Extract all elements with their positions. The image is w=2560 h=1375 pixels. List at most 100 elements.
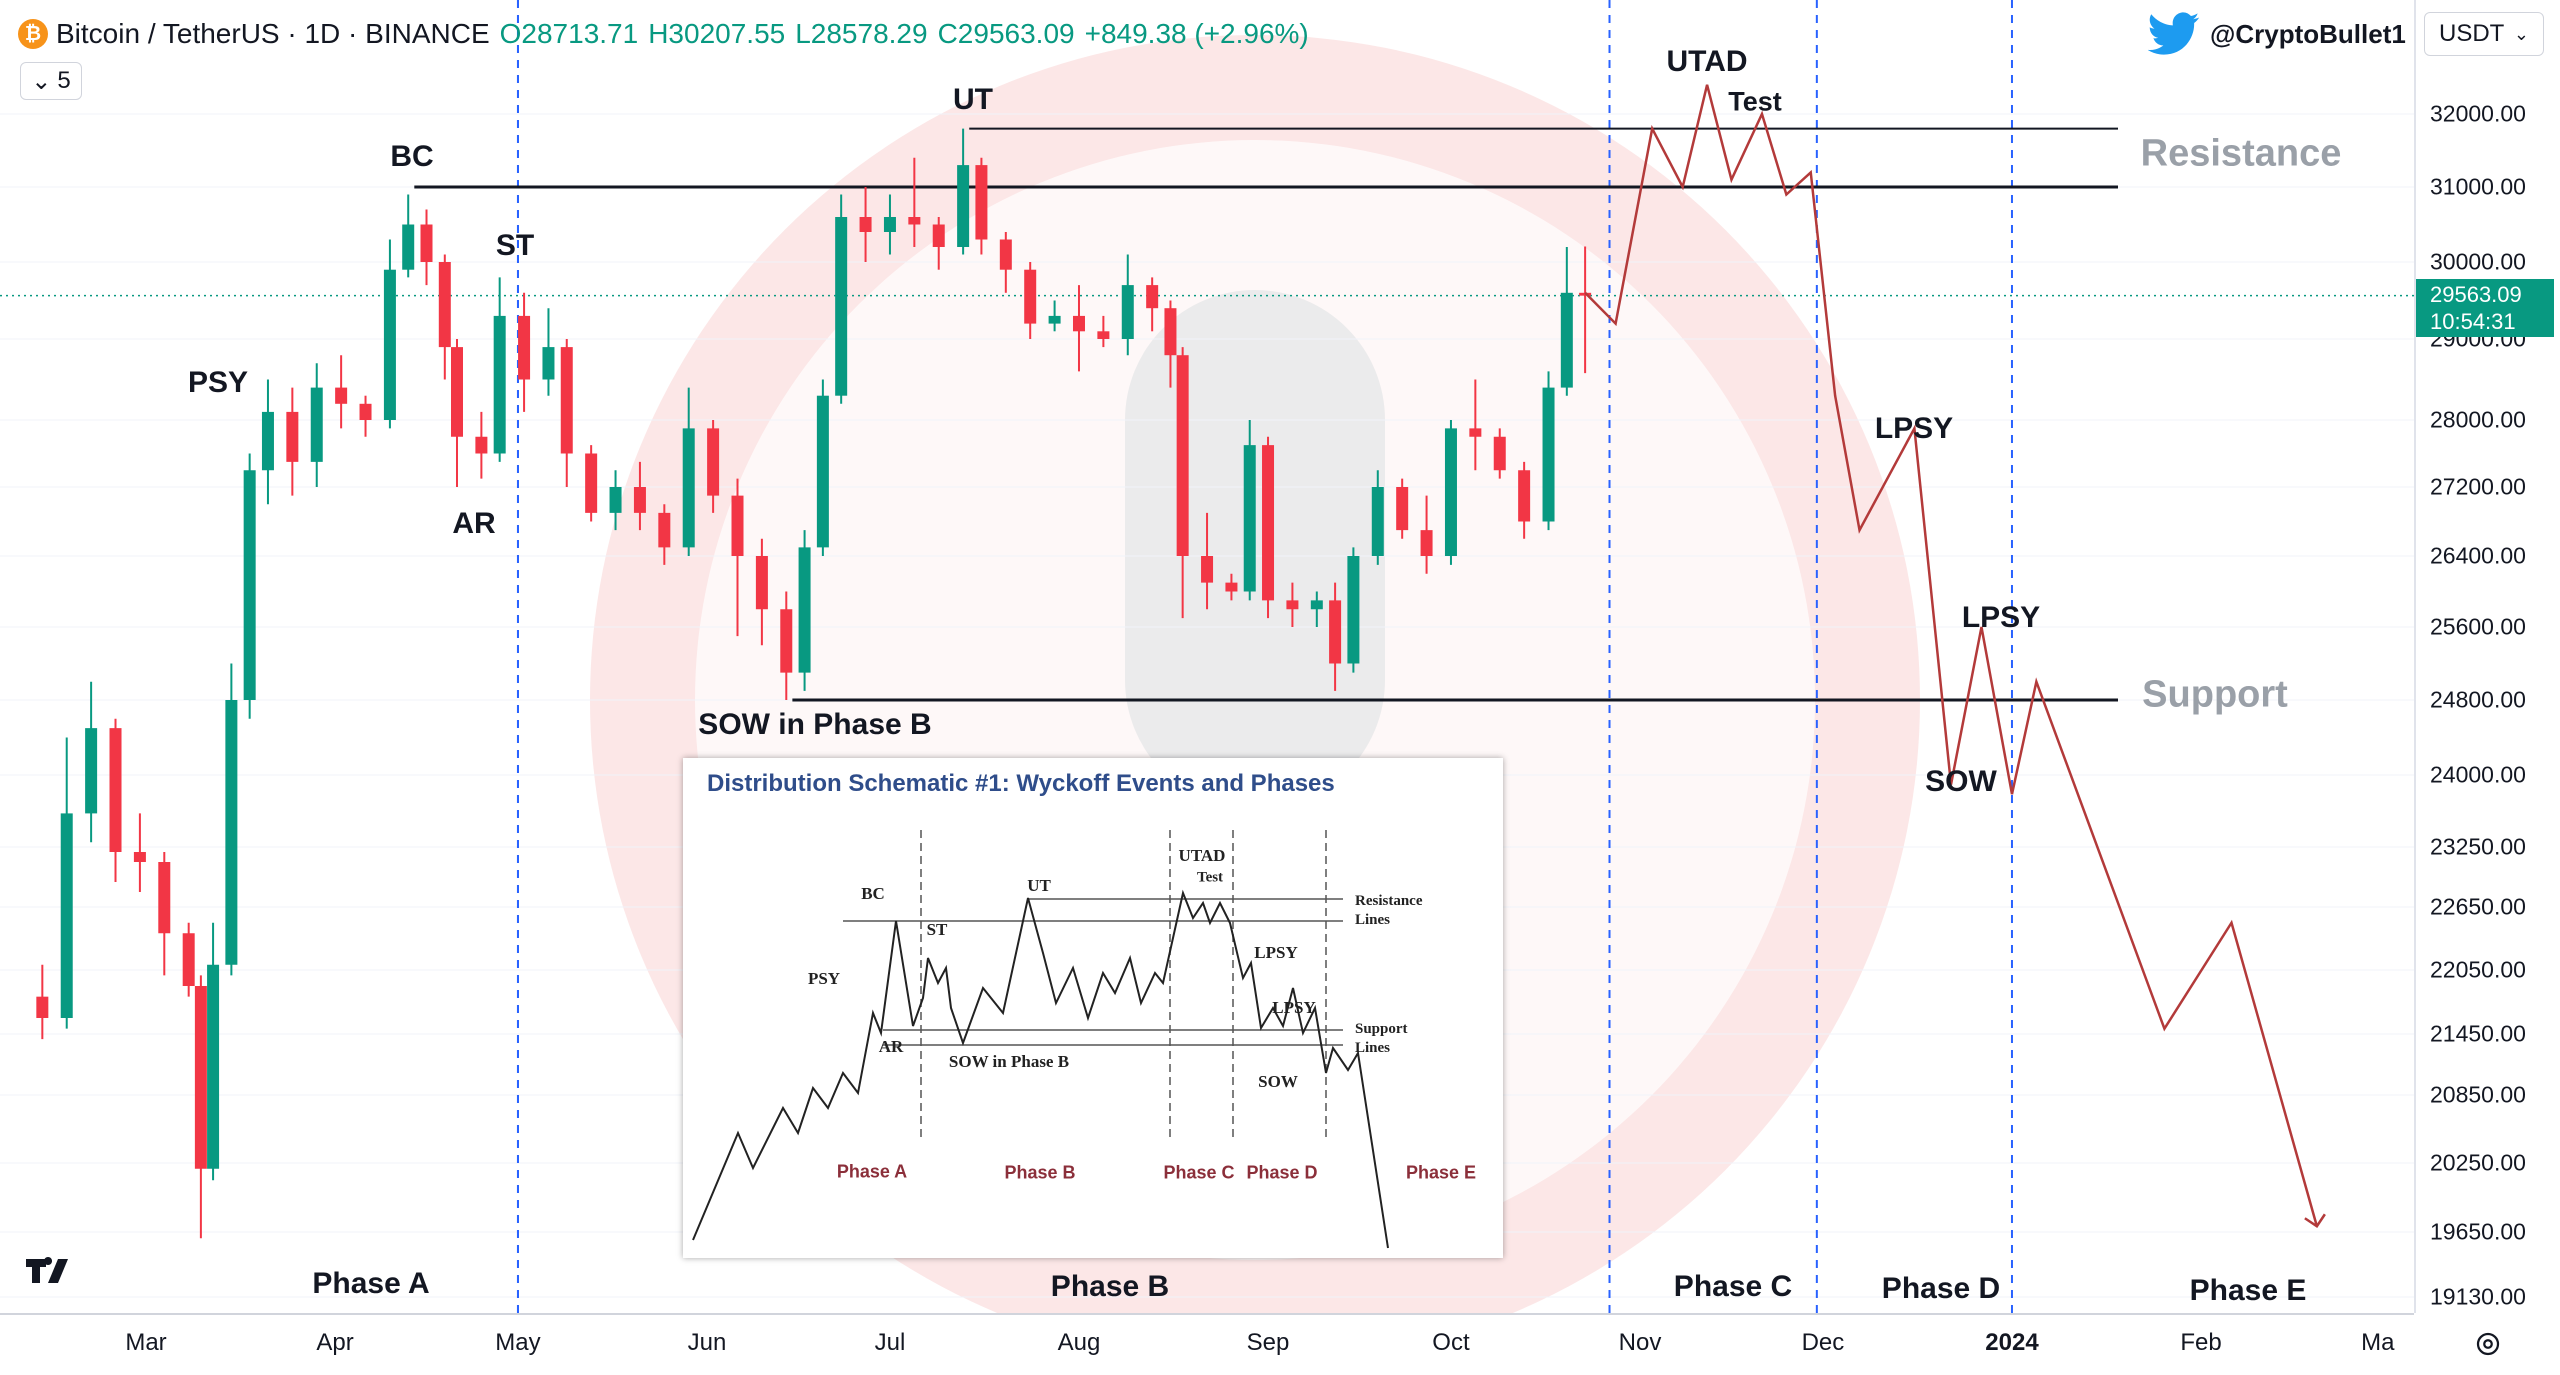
time-tick-label: May	[495, 1329, 541, 1356]
candle-body	[133, 852, 146, 862]
label-psy: PSY	[187, 366, 249, 399]
label-phase-c: Phase C	[1673, 1270, 1793, 1303]
indicators-toggle-button[interactable]: ⌄ 5	[20, 62, 82, 100]
inset-phase-b: Phase B	[1004, 1162, 1076, 1183]
candle-body	[1225, 582, 1238, 592]
currency-unit-select[interactable]: USDT ⌄	[2424, 12, 2544, 56]
candle-body	[542, 347, 555, 380]
candle-body	[1048, 315, 1061, 324]
price-tick-label: 19130.00	[2430, 1283, 2526, 1310]
gear-icon	[2476, 1332, 2500, 1356]
inset-phase-d: Phase D	[1246, 1162, 1318, 1183]
price-tick-label: 26400.00	[2430, 542, 2526, 569]
ohlc-low: L28578.29	[795, 18, 928, 49]
candle-body	[932, 224, 945, 247]
candle-body	[658, 512, 671, 548]
candle-body	[633, 487, 646, 513]
candle-body	[438, 262, 451, 348]
schematic-price-path	[692, 889, 1389, 1249]
label-support: Support	[2142, 673, 2288, 716]
candle-body	[1024, 269, 1037, 324]
candle-body	[36, 996, 49, 1018]
candle-body	[975, 165, 988, 240]
time-tick-label: Dec	[1801, 1329, 1845, 1356]
candle-body	[609, 487, 622, 513]
label-ut: UT	[953, 83, 993, 116]
candle-body	[1371, 487, 1384, 556]
inset-label-support-lines: Support Lines	[1355, 1021, 1408, 1056]
chevron-down-icon: ⌄	[2513, 23, 2529, 44]
candle-body	[335, 387, 348, 404]
price-tick-label: 31000.00	[2430, 173, 2526, 200]
candle-body	[1493, 436, 1506, 471]
inset-phase-e: Phase E	[1405, 1162, 1477, 1183]
inset-phase-c: Phase C	[1163, 1162, 1235, 1183]
candle-body	[60, 813, 73, 1018]
candle-body	[1518, 470, 1531, 522]
price-tick-label: 24000.00	[2430, 761, 2526, 788]
candle-body	[731, 495, 744, 556]
candle-body	[1121, 285, 1134, 339]
price-tick-label: 27200.00	[2430, 473, 2526, 500]
ohlc-close: C29563.09	[937, 18, 1075, 49]
price-tick-label: 19650.00	[2430, 1218, 2526, 1245]
wyckoff-schematic-inset: Distribution Schematic #1: Wyckoff Event…	[683, 758, 1503, 1258]
inset-label-lpsy-1: LPSY	[1254, 943, 1298, 962]
price-tick-label: 28000.00	[2430, 406, 2526, 433]
inset-label-st: ST	[926, 920, 948, 939]
symbol-header: ₿ Bitcoin / TetherUS · 1D · BINANCE O287…	[18, 14, 1309, 54]
candle-body	[1146, 285, 1159, 309]
time-tick-label: Ma	[2361, 1329, 2395, 1356]
candle-body	[1420, 530, 1433, 556]
candle-body	[225, 700, 238, 965]
currency-unit-value: USDT	[2439, 20, 2505, 47]
ohlc-high: H30207.55	[648, 18, 786, 49]
projection-path	[1584, 84, 2319, 1227]
last-price-value: 29563.09	[2430, 282, 2522, 307]
ohlc-change: +849.38 (+2.96%)	[1084, 18, 1309, 49]
candle-body	[1262, 445, 1275, 601]
candle-body	[182, 933, 195, 986]
candle-body	[1201, 556, 1214, 583]
ohlc-open: O28713.71	[499, 18, 639, 49]
time-tick-label: Mar	[125, 1329, 167, 1356]
candle-body	[475, 436, 488, 454]
price-tick-label: 30000.00	[2430, 248, 2526, 275]
price-tick-label: 32000.00	[2430, 100, 2526, 127]
candle-body	[1444, 428, 1457, 556]
candle-body	[194, 986, 207, 1169]
label-lpsy-2: LPSY	[1961, 601, 2041, 634]
price-tick-label: 20250.00	[2430, 1149, 2526, 1176]
inset-label-bc: BC	[861, 884, 885, 903]
price-chart[interactable]: ₿ Bitcoin / TetherUS · 1D · BINANCE O287…	[0, 0, 2414, 1313]
chart-settings-button[interactable]	[2416, 1315, 2560, 1373]
candle-body	[359, 403, 372, 420]
candle-body	[560, 347, 573, 454]
author-handle: @CryptoBullet1	[2210, 18, 2406, 49]
candle-body	[682, 428, 695, 548]
candle-body	[420, 224, 433, 262]
price-tick-label: 22050.00	[2430, 956, 2526, 983]
candle-body	[798, 547, 811, 673]
price-axis[interactable]: 32000.00 31000.00 30000.00 29000.00 28000.00…	[2414, 0, 2560, 1313]
label-sow-phase-b: SOW in Phase B	[698, 708, 932, 741]
price-tick-label: 20850.00	[2430, 1081, 2526, 1108]
candle-body	[286, 411, 299, 462]
author-watermark: @CryptoBullet1	[2148, 10, 2406, 58]
candle-body	[158, 862, 171, 934]
label-test: Test	[1728, 86, 1782, 117]
candle-body	[402, 224, 415, 270]
price-tick-label: 21450.00	[2430, 1020, 2526, 1047]
candle-body	[999, 239, 1012, 270]
candle-body	[859, 217, 872, 232]
symbol-title[interactable]: Bitcoin / TetherUS · 1D · BINANCE	[56, 18, 490, 49]
candle-countdown: 10:54:31	[2430, 309, 2516, 334]
label-utad: UTAD	[1666, 45, 1748, 78]
inset-label-sow: SOW	[1258, 1072, 1298, 1091]
inset-label-psy: PSY	[807, 969, 841, 988]
candle-body	[1286, 600, 1299, 610]
candle-body	[1560, 292, 1573, 388]
tradingview-logo-icon[interactable]	[24, 1255, 84, 1287]
candle-body	[816, 395, 829, 548]
time-axis[interactable]: Mar Apr May Jun Jul Aug Sep Oct Nov Dec 2024 Feb Ma	[0, 1313, 2414, 1375]
